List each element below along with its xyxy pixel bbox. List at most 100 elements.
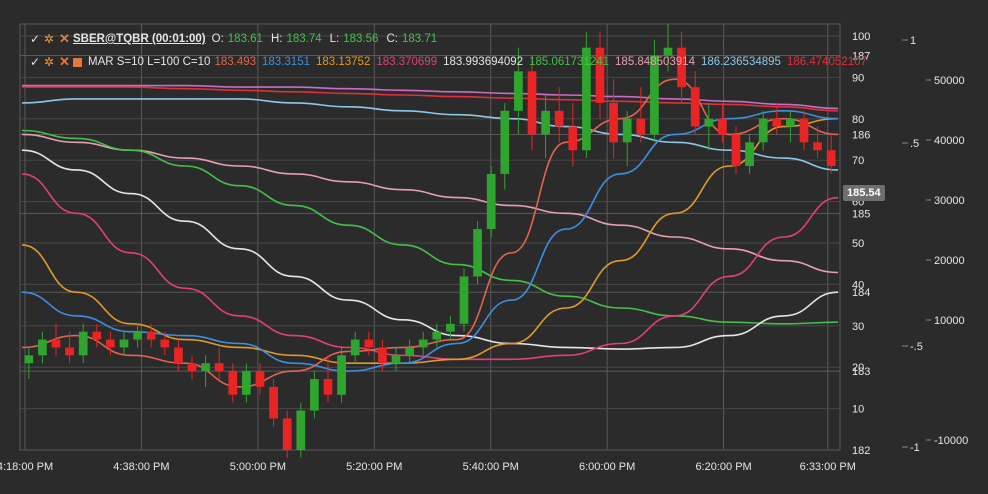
candle-body bbox=[622, 118, 632, 143]
candle-body bbox=[473, 229, 482, 277]
ma-series-line bbox=[21, 133, 839, 274]
ma-series-line bbox=[21, 173, 839, 361]
candle-body bbox=[527, 71, 537, 135]
candle-body bbox=[690, 87, 700, 127]
open-label: O: bbox=[211, 33, 224, 45]
candle-body bbox=[106, 339, 115, 348]
high-label: H: bbox=[270, 33, 283, 45]
candle-body bbox=[214, 363, 224, 372]
candle-body bbox=[38, 339, 47, 356]
volume-tick-label: 40000 bbox=[934, 135, 965, 147]
volume-tick-label: 30000 bbox=[934, 195, 965, 207]
x-tick-label: 6:20:00 PM bbox=[695, 461, 751, 473]
candle-body bbox=[650, 55, 659, 135]
candle-body bbox=[228, 371, 238, 395]
candle-body bbox=[718, 118, 727, 135]
indicator-value: 183.13752 bbox=[315, 56, 371, 68]
candle-body bbox=[242, 371, 251, 395]
candle-body bbox=[418, 339, 428, 348]
volume-tick-label: 10000 bbox=[934, 315, 965, 327]
candle-body bbox=[24, 355, 34, 364]
candle-body bbox=[446, 323, 455, 332]
osc-tick-label: .5 bbox=[910, 138, 919, 150]
remove-x-icon[interactable]: ✕ bbox=[59, 54, 70, 69]
candle-body bbox=[92, 331, 102, 340]
ma-series-line bbox=[21, 129, 839, 325]
candle-body bbox=[826, 150, 836, 166]
settings-gear-icon[interactable]: ✲ bbox=[44, 32, 55, 46]
low-label: L: bbox=[329, 33, 340, 45]
candle-body bbox=[255, 371, 265, 387]
indicator-legend: ✓ ✲ ✕ MAR S=10 L=100 C=10 183.493 183.315… bbox=[30, 54, 873, 70]
open-value: 183.61 bbox=[227, 33, 263, 45]
instrument-legend: ✓ ✲ ✕ SBER@TQBR (00:01:00) O: 183.61 H: … bbox=[30, 31, 443, 47]
ma-series-line bbox=[22, 84, 839, 110]
candle-body bbox=[405, 347, 414, 356]
osc-tick-label: 1 bbox=[910, 35, 916, 47]
candle-body bbox=[432, 331, 442, 340]
x-tick-label: 6:00:00 PM bbox=[579, 461, 635, 473]
volume-tick-label: -10000 bbox=[934, 435, 968, 447]
indicator-value: 186.236534895 bbox=[700, 56, 781, 68]
ma-series-line bbox=[21, 117, 839, 365]
visibility-check-icon[interactable]: ✓ bbox=[30, 32, 41, 46]
visibility-check-icon[interactable]: ✓ bbox=[30, 55, 41, 69]
low-value: 183.56 bbox=[343, 33, 379, 45]
price-tick-label: 182 bbox=[852, 445, 870, 457]
osc-tick-label: -1 bbox=[910, 442, 920, 454]
candle-body bbox=[813, 142, 822, 151]
indicator-value: 186.474052107 bbox=[786, 56, 867, 68]
indicator-value: 185.061731241 bbox=[529, 56, 610, 68]
remove-x-icon[interactable]: ✕ bbox=[59, 31, 70, 46]
candle-body bbox=[146, 331, 156, 340]
candle-body bbox=[378, 347, 387, 364]
candle-body bbox=[337, 355, 346, 395]
candle-body bbox=[65, 347, 74, 356]
percent-tick-label: 80 bbox=[852, 114, 864, 126]
price-tick-label: 187 bbox=[852, 51, 870, 63]
x-tick-label: 6:33:00 PM bbox=[800, 461, 856, 473]
price-tick-label: 183 bbox=[852, 366, 870, 378]
indicator-color-swatch[interactable] bbox=[73, 57, 82, 67]
indicator-value: 185.848503914 bbox=[615, 56, 695, 68]
price-tick-label: 184 bbox=[852, 287, 870, 299]
candle-body bbox=[582, 47, 591, 151]
ma-series-line bbox=[21, 78, 839, 388]
candle-body bbox=[269, 386, 278, 419]
candle-body bbox=[609, 102, 618, 143]
price-tick-label: 186 bbox=[852, 129, 870, 141]
indicator-value: 183.370699 bbox=[376, 56, 438, 68]
x-tick-label: 5:20:00 PM bbox=[346, 461, 402, 473]
candle-body bbox=[350, 339, 360, 356]
candle-body bbox=[78, 331, 88, 356]
x-tick-label: 5:00:00 PM bbox=[230, 461, 286, 473]
candle-body bbox=[514, 71, 523, 111]
indicator-value: 183.493 bbox=[214, 56, 257, 68]
candle-body bbox=[745, 142, 754, 166]
indicator-value: 183.993694092 bbox=[443, 56, 524, 68]
candle-body bbox=[187, 363, 197, 372]
candle-body bbox=[677, 47, 686, 88]
candle-body bbox=[459, 276, 469, 324]
price-tick-label: 185 bbox=[852, 208, 870, 220]
settings-gear-icon[interactable]: ✲ bbox=[44, 55, 55, 69]
candle-body bbox=[486, 173, 496, 230]
candle-body bbox=[758, 118, 768, 143]
candle-body bbox=[595, 47, 605, 103]
x-tick-label: 5:40:00 PM bbox=[463, 461, 519, 473]
volume-tick-label: 50000 bbox=[934, 75, 965, 87]
candle-body bbox=[160, 339, 170, 348]
instrument-name[interactable]: SBER@TQBR (00:01:00) bbox=[73, 33, 206, 45]
percent-tick-label: 90 bbox=[852, 72, 864, 84]
close-label: C: bbox=[386, 33, 398, 45]
close-value: 183.71 bbox=[401, 33, 438, 45]
high-value: 183.74 bbox=[286, 33, 322, 45]
candle-body bbox=[568, 126, 578, 151]
candle-body bbox=[663, 47, 673, 56]
percent-tick-label: 10 bbox=[852, 404, 864, 416]
candle-body bbox=[799, 118, 809, 143]
candle-body bbox=[51, 339, 61, 348]
percent-tick-label: 100 bbox=[852, 31, 870, 43]
